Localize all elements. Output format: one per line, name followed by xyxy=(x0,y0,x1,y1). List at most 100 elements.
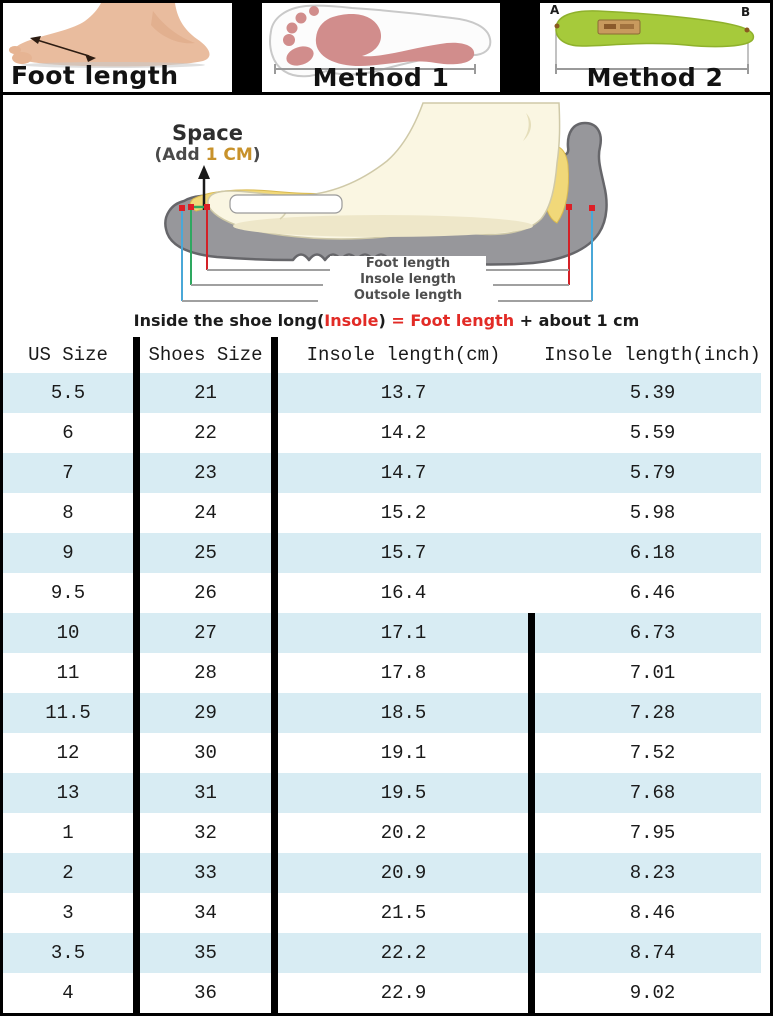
cell-insole-cm: 13.7 xyxy=(380,382,427,404)
cell-insole-cm: 19.1 xyxy=(380,742,427,764)
sole-shadow xyxy=(21,62,205,68)
table-row: 3.5 35 22.2 8.74 xyxy=(3,933,770,973)
space-add-label: (Add 1 CM) xyxy=(135,145,280,165)
measure-dot xyxy=(188,204,194,210)
insole-brand-mark xyxy=(604,24,616,29)
foot-length-measure-label: Foot length xyxy=(330,256,486,271)
cell-us-size: 11.5 xyxy=(45,702,91,724)
foot-annotation-arrowhead xyxy=(85,54,96,62)
insole-brand-mark xyxy=(620,24,634,29)
foot-annotation-line xyxy=(36,39,90,57)
formula-part3: + about 1 cm xyxy=(514,311,640,330)
cell-us-size: 5.5 xyxy=(50,382,86,404)
cell-insole-inch: 6.73 xyxy=(629,622,676,644)
insole-brand-label xyxy=(597,19,641,35)
cell-insole-cm: 22.9 xyxy=(380,982,427,1004)
cell-insole-inch: 6.18 xyxy=(629,542,676,564)
cell-insole-cm: 14.2 xyxy=(380,422,427,444)
foot-annotation-arrowhead xyxy=(30,36,41,44)
size-table-body: 5.5 21 13.7 5.39 6 22 14.2 5.59 7 23 14.… xyxy=(3,373,770,1013)
measure-dot xyxy=(589,205,595,211)
foot-toe xyxy=(9,46,21,54)
cell-us-size: 4 xyxy=(62,982,74,1004)
cell-insole-cm: 20.9 xyxy=(380,862,427,884)
formula-equals: = xyxy=(391,311,411,330)
cell-insole-inch: 9.02 xyxy=(629,982,676,1004)
foot-shape xyxy=(13,3,210,67)
cell-us-size: 6 xyxy=(62,422,74,444)
cell-shoes-size: 30 xyxy=(194,742,217,764)
table-row: 2 33 20.9 8.23 xyxy=(3,853,770,893)
header-shoes-size: Shoes Size xyxy=(148,344,263,366)
cell-insole-inch: 7.01 xyxy=(629,662,676,684)
shoe-measure-diagram: Space (Add 1 CM) Foot length Insole leng… xyxy=(3,95,770,337)
cell-insole-cm: 17.1 xyxy=(380,622,427,644)
column-divider-2 xyxy=(271,337,278,1013)
foot-length-caption: Foot length xyxy=(11,61,179,90)
outsole-length-measure-label: Outsole length xyxy=(318,288,498,303)
cell-us-size: 11 xyxy=(56,662,80,684)
cell-insole-inch: 5.98 xyxy=(629,502,676,524)
cell-insole-cm: 17.8 xyxy=(380,662,427,684)
insole-illustration xyxy=(554,10,755,74)
cell-shoes-size: 29 xyxy=(194,702,217,724)
leg-highlight xyxy=(523,113,532,141)
cell-insole-inch: 7.52 xyxy=(629,742,676,764)
cell-shoes-size: 36 xyxy=(194,982,217,1004)
cell-shoes-size: 33 xyxy=(194,862,217,884)
ankle-shading xyxy=(151,11,195,44)
space-label: Space xyxy=(171,121,244,145)
cell-insole-cm: 19.5 xyxy=(380,782,427,804)
space-add-value: 1 CM xyxy=(205,145,253,165)
table-row: 9.5 26 16.4 6.46 xyxy=(3,573,770,613)
cell-insole-inch: 8.46 xyxy=(629,902,676,924)
insole-shape xyxy=(555,10,755,48)
cell-insole-inch: 8.74 xyxy=(629,942,676,964)
column-divider-1 xyxy=(133,337,140,1013)
table-row: 6 22 14.2 5.59 xyxy=(3,413,770,453)
cell-insole-cm: 15.7 xyxy=(380,542,427,564)
foot-length-panel: Foot length xyxy=(3,3,232,92)
foot-toe xyxy=(12,52,32,64)
toe-space-box xyxy=(229,194,343,214)
space-add-suffix: ) xyxy=(252,145,261,165)
table-row: 13 31 19.5 7.68 xyxy=(3,773,770,813)
table-row: 11 28 17.8 7.01 xyxy=(3,653,770,693)
table-row: 11.5 29 18.5 7.28 xyxy=(3,693,770,733)
cell-insole-cm: 18.5 xyxy=(380,702,427,724)
header-insole-cm: Insole length(cm) xyxy=(306,344,501,366)
cell-shoes-size: 24 xyxy=(194,502,217,524)
cell-us-size: 3.5 xyxy=(50,942,86,964)
method1-caption: Method 1 xyxy=(312,63,450,92)
cell-shoes-size: 27 xyxy=(194,622,217,644)
cell-insole-inch: 7.95 xyxy=(629,822,676,844)
insole-point-a-label: A xyxy=(550,3,560,17)
cell-insole-inch: 7.68 xyxy=(629,782,676,804)
cell-shoes-size: 28 xyxy=(194,662,217,684)
table-row: 5.5 21 13.7 5.39 xyxy=(3,373,770,413)
cell-us-size: 12 xyxy=(56,742,80,764)
cell-us-size: 8 xyxy=(62,502,74,524)
header-insole-inch: Insole length(inch) xyxy=(544,344,761,366)
table-row: 12 30 19.1 7.52 xyxy=(3,733,770,773)
footprint-pad xyxy=(315,14,475,66)
cell-insole-cm: 21.5 xyxy=(380,902,427,924)
top-banner: Foot length Method 1 xyxy=(0,0,773,95)
measure-dot xyxy=(204,204,210,210)
cell-us-size: 1 xyxy=(62,822,74,844)
cell-us-size: 9 xyxy=(62,542,74,564)
measure-dot xyxy=(566,204,572,210)
table-row: 9 25 15.7 6.18 xyxy=(3,533,770,573)
cell-shoes-size: 26 xyxy=(194,582,217,604)
cell-insole-cm: 22.2 xyxy=(380,942,427,964)
footprint-toe xyxy=(286,22,298,34)
space-arrow-head xyxy=(198,165,210,179)
table-row: 3 34 21.5 8.46 xyxy=(3,893,770,933)
formula-foot-length: Foot length xyxy=(410,311,515,330)
cell-shoes-size: 25 xyxy=(194,542,217,564)
insole-point-b-label: B xyxy=(741,5,751,19)
method1-panel: Method 1 xyxy=(262,3,500,92)
table-row: 4 36 22.9 9.02 xyxy=(3,973,770,1013)
footprint-toe xyxy=(283,34,295,46)
